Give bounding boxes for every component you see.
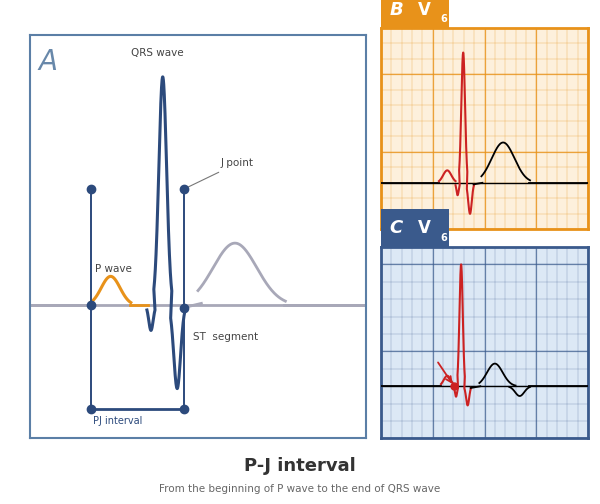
Text: 6: 6 — [440, 233, 447, 243]
Text: From the beginning of P wave to the end of QRS wave: From the beginning of P wave to the end … — [160, 484, 440, 494]
Bar — [381, 209, 449, 247]
Text: ST  segment: ST segment — [193, 333, 258, 343]
Text: P-J interval: P-J interval — [244, 457, 356, 475]
Text: C: C — [389, 219, 403, 237]
Text: B: B — [389, 1, 403, 19]
Text: QRS wave: QRS wave — [131, 48, 184, 58]
Text: PJ interval: PJ interval — [92, 416, 142, 425]
Text: V: V — [418, 219, 431, 237]
Text: J point: J point — [187, 158, 254, 188]
Text: A: A — [38, 48, 58, 76]
Text: V: V — [418, 1, 431, 19]
Text: P wave: P wave — [95, 264, 132, 274]
Bar — [381, 0, 449, 28]
Text: 6: 6 — [440, 14, 447, 24]
